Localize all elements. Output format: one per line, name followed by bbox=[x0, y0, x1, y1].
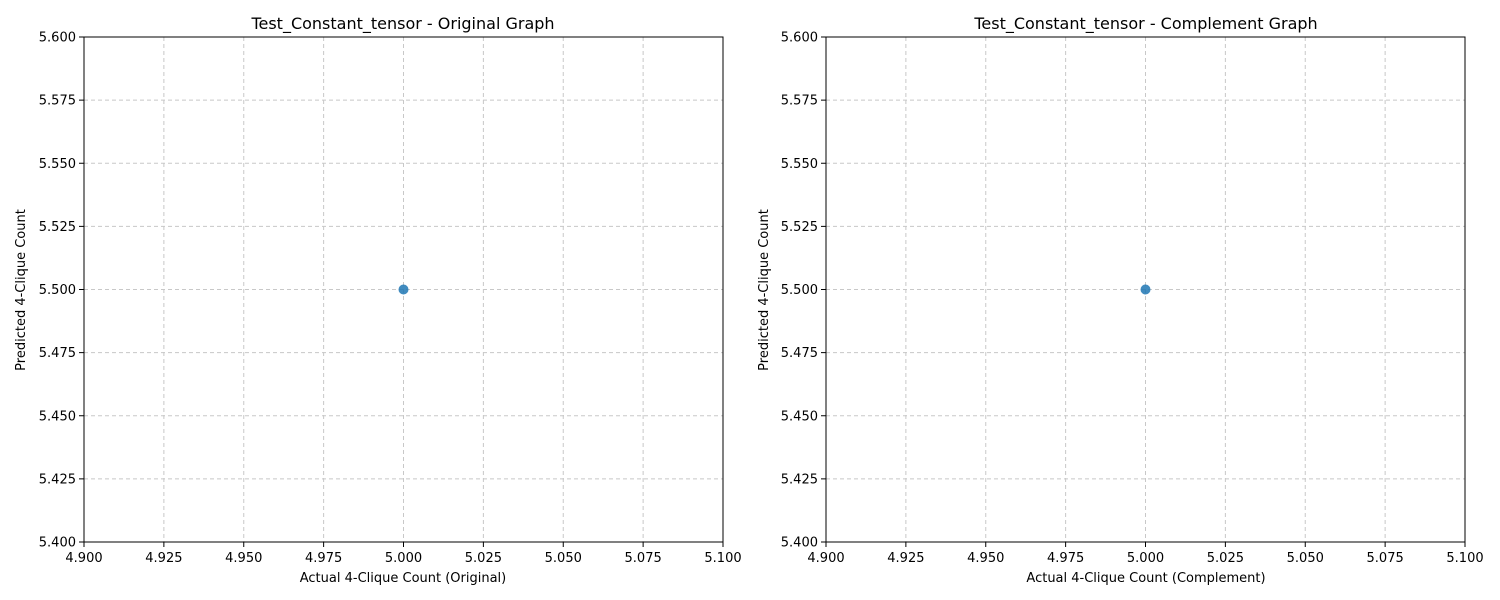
y-tick-label: 5.525 bbox=[781, 220, 818, 235]
y-axis-label: Predicted 4-Clique Count bbox=[757, 209, 772, 371]
y-tick-label: 5.600 bbox=[781, 31, 818, 46]
y-tick-label: 5.400 bbox=[781, 536, 818, 551]
ticks: 4.900 4.925 4.950 4.975 5.000 5.025 5.050 5.075… bbox=[781, 31, 1484, 567]
complement-graph-panel: Test_Constant_tensor - Complement Graph … bbox=[757, 14, 1484, 586]
data-points bbox=[398, 284, 409, 295]
y-tick-label: 5.550 bbox=[781, 157, 818, 172]
x-tick-label: 5.025 bbox=[465, 551, 502, 566]
plot-frame bbox=[83, 36, 724, 543]
y-tick-label: 5.475 bbox=[39, 346, 76, 361]
x-tick-label: 5.050 bbox=[1287, 551, 1324, 566]
y-tick-label: 5.525 bbox=[39, 220, 76, 235]
y-tick-label: 5.500 bbox=[39, 283, 76, 298]
y-tick-label: 5.400 bbox=[39, 536, 76, 551]
y-tick-label: 5.575 bbox=[39, 94, 76, 109]
x-tick-label: 5.100 bbox=[1446, 551, 1483, 566]
y-axis-label: Predicted 4-Clique Count bbox=[14, 209, 29, 371]
x-tick-label: 5.100 bbox=[704, 551, 741, 566]
plot-frame bbox=[825, 36, 1466, 543]
x-tick-label: 4.925 bbox=[887, 551, 924, 566]
y-tick-label: 5.450 bbox=[781, 409, 818, 424]
x-tick-label: 4.975 bbox=[1047, 551, 1084, 566]
y-tick-label: 5.475 bbox=[781, 346, 818, 361]
y-tick-label: 5.500 bbox=[781, 283, 818, 298]
scatter-point bbox=[1140, 284, 1151, 295]
x-tick-label: 5.025 bbox=[1207, 551, 1244, 566]
y-tick-label: 5.600 bbox=[39, 31, 76, 46]
x-tick-label: 4.975 bbox=[305, 551, 342, 566]
chart-title: Test_Constant_tensor - Original Graph bbox=[250, 14, 554, 34]
x-tick-label: 4.950 bbox=[225, 551, 262, 566]
x-axis-label: Actual 4-Clique Count (Complement) bbox=[1026, 571, 1265, 586]
original-graph-panel: Test_Constant_tensor - Original Graph Ac… bbox=[14, 14, 742, 586]
x-axis-label: Actual 4-Clique Count (Original) bbox=[300, 571, 507, 586]
y-tick-label: 5.550 bbox=[39, 157, 76, 172]
scatter-point bbox=[398, 284, 409, 295]
x-tick-label: 4.900 bbox=[807, 551, 844, 566]
y-tick-label: 5.450 bbox=[39, 409, 76, 424]
y-tick-label: 5.425 bbox=[781, 472, 818, 487]
x-tick-label: 5.000 bbox=[385, 551, 422, 566]
ticks: 4.900 4.925 4.950 4.975 5.000 5.025 5.050 5.075… bbox=[39, 31, 742, 567]
y-tick-label: 5.575 bbox=[781, 94, 818, 109]
x-tick-label: 5.000 bbox=[1127, 551, 1164, 566]
data-points bbox=[1140, 284, 1151, 295]
y-tick-label: 5.425 bbox=[39, 472, 76, 487]
x-tick-label: 5.075 bbox=[625, 551, 662, 566]
x-tick-label: 5.075 bbox=[1367, 551, 1404, 566]
chart-title: Test_Constant_tensor - Complement Graph bbox=[973, 14, 1317, 34]
x-tick-label: 5.050 bbox=[545, 551, 582, 566]
x-tick-label: 4.925 bbox=[145, 551, 182, 566]
x-tick-label: 4.900 bbox=[65, 551, 102, 566]
x-tick-label: 4.950 bbox=[967, 551, 1004, 566]
